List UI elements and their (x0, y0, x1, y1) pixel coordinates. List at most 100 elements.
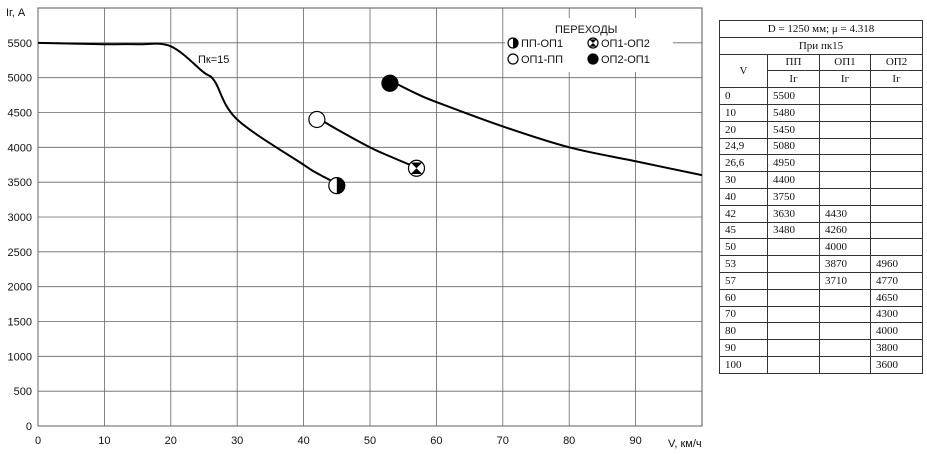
x-tick-label: 0 (35, 435, 41, 447)
legend-marker-filled-circle (588, 54, 598, 64)
table-cell-op2 (871, 155, 923, 172)
series-line-2 (317, 117, 417, 167)
x-axis-label: V, км/ч (668, 438, 702, 450)
table-cell-v: 80 (720, 323, 768, 340)
legend-label: ОП1-ОП2 (601, 38, 650, 50)
table-row: 24,9 5080 (720, 138, 923, 155)
table-cell-op2: 4300 (871, 306, 923, 323)
y-axis-label: Iг, А (6, 7, 26, 19)
y-tick-label: 5500 (8, 38, 32, 50)
table-cell-v: 100 (720, 356, 768, 373)
table-unit-op1: Iг (820, 71, 871, 88)
table-row: 80 4000 (720, 323, 923, 340)
marker-open-circle (309, 111, 325, 127)
table-cell-op1 (820, 340, 871, 357)
table-cell-op1 (820, 88, 871, 105)
table-unit-op2: Iг (871, 71, 923, 88)
x-tick-label: 40 (297, 435, 309, 447)
table-cell-pp (768, 272, 820, 289)
legend-marker-open-circle (508, 54, 518, 64)
table-cell-pp (768, 306, 820, 323)
curve-annotation: Пк=15 (198, 54, 229, 66)
legend-label: ПП-ОП1 (521, 38, 563, 50)
table-cell-op2: 4650 (871, 289, 923, 306)
table-row: 70 4300 (720, 306, 923, 323)
y-tick-label: 3500 (8, 177, 32, 189)
table-subtitle: При пк15 (720, 37, 923, 54)
x-tick-label: 30 (231, 435, 243, 447)
table-cell-op2 (871, 104, 923, 121)
legend-marker-hourglass-circle (588, 38, 598, 48)
table-cell-op1 (820, 323, 871, 340)
table-cell-v: 57 (720, 272, 768, 289)
table-cell-op2 (871, 222, 923, 239)
y-tick-label: 500 (14, 386, 32, 398)
table-cell-pp (768, 289, 820, 306)
table-cell-pp: 5480 (768, 104, 820, 121)
table-cell-pp: 3750 (768, 188, 820, 205)
table-cell-op1 (820, 306, 871, 323)
table-row: 20 5450 (720, 121, 923, 138)
table-cell-op1 (820, 104, 871, 121)
table-cell-op2: 4960 (871, 256, 923, 273)
y-tick-label: 0 (26, 421, 32, 433)
table-cell-v: 10 (720, 104, 768, 121)
table-cell-op2 (871, 172, 923, 189)
table-col-op2: ОП2 (871, 54, 923, 71)
legend-marker-half-black-circle (508, 38, 518, 48)
table-cell-op1: 4430 (820, 205, 871, 222)
table-cell-v: 90 (720, 340, 768, 357)
table-cell-v: 24,9 (720, 138, 768, 155)
x-tick-label: 50 (364, 435, 376, 447)
legend: ПЕРЕХОДЫ ПП-ОП1 ОП1-ОП2 ОП1-ПП ОП2-ОП1 (505, 18, 673, 72)
table-row: 10 5480 (720, 104, 923, 121)
table-cell-pp: 5500 (768, 88, 820, 105)
x-tick-label: 70 (497, 435, 509, 447)
legend-title: ПЕРЕХОДЫ (555, 24, 617, 36)
table-row: 42 3630 4430 (720, 205, 923, 222)
table-cell-pp (768, 256, 820, 273)
table-cell-op1: 3870 (820, 256, 871, 273)
x-tick-label: 90 (629, 435, 641, 447)
table-row: 0 5500 (720, 88, 923, 105)
y-tick-label: 4500 (8, 108, 32, 120)
table-cell-v: 70 (720, 306, 768, 323)
marker-half-black-circle (329, 178, 345, 194)
y-tick-label: 1000 (8, 351, 32, 363)
table-row: 50 4000 (720, 239, 923, 256)
table-cell-v: 42 (720, 205, 768, 222)
table-cell-pp: 5450 (768, 121, 820, 138)
table-cell-v: 60 (720, 289, 768, 306)
table-cell-pp (768, 340, 820, 357)
data-table: D = 1250 мм; μ = 4.318 При пк15 V ПП ОП1… (719, 20, 923, 374)
table-cell-op1: 4260 (820, 222, 871, 239)
legend-label: ОП1-ПП (521, 54, 563, 66)
series-line-1 (38, 43, 337, 184)
table-cell-v: 26,6 (720, 155, 768, 172)
table-v-header: V (720, 54, 768, 88)
table-row: 26,6 4950 (720, 155, 923, 172)
table-cell-pp: 4400 (768, 172, 820, 189)
table-cell-pp: 3630 (768, 205, 820, 222)
table-unit-pp: Iг (768, 71, 820, 88)
table-cell-op1: 4000 (820, 239, 871, 256)
table-cell-v: 30 (720, 172, 768, 189)
table-cell-op2 (871, 239, 923, 256)
table-row: 60 4650 (720, 289, 923, 306)
table-cell-op2 (871, 188, 923, 205)
table-cell-pp: 5080 (768, 138, 820, 155)
table-cell-v: 0 (720, 88, 768, 105)
chart: 0500100015002000250030003500400045005000… (0, 0, 715, 454)
table-cell-op2 (871, 121, 923, 138)
x-tick-label: 80 (563, 435, 575, 447)
table-cell-op1 (820, 356, 871, 373)
table-cell-op1 (820, 155, 871, 172)
table-col-op1: ОП1 (820, 54, 871, 71)
table-cell-op1 (820, 138, 871, 155)
table-cell-v: 45 (720, 222, 768, 239)
table-col-pp: ПП (768, 54, 820, 71)
table-cell-op2: 4000 (871, 323, 923, 340)
table-row: 40 3750 (720, 188, 923, 205)
table-cell-op2: 3800 (871, 340, 923, 357)
table-cell-pp (768, 239, 820, 256)
